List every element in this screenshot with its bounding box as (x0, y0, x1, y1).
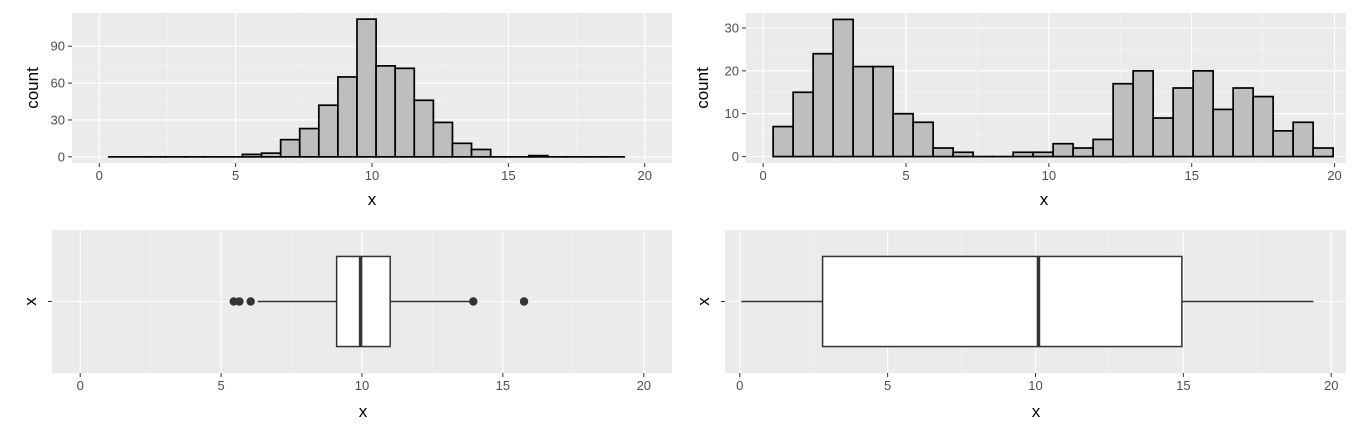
x-tick-label: 0 (736, 378, 743, 393)
histogram-bar (279, 138, 301, 158)
histogram-bar (1112, 82, 1134, 158)
x-axis-ticks: 0 5 10 15 20 (736, 373, 1338, 393)
histogram-bar (812, 52, 834, 158)
histogram-bar (1292, 121, 1314, 158)
outlier-point (519, 297, 529, 306)
histogram-bar (1092, 138, 1114, 158)
y-axis-ticks: 0 30 60 90 (51, 39, 72, 164)
x-tick-label: 20 (637, 378, 651, 393)
box-iqr (821, 255, 1183, 348)
histogram-bar (1312, 147, 1334, 158)
x-tick-label: 5 (217, 378, 224, 393)
histogram-bar (470, 148, 492, 158)
histogram-bar (1272, 130, 1294, 158)
histogram-bars (772, 18, 1334, 158)
x-tick-label: 0 (760, 168, 767, 183)
histogram-bar (1152, 117, 1174, 158)
histogram-bar (1232, 87, 1254, 158)
histogram-bar (1012, 151, 1034, 158)
histogram-bar (912, 121, 934, 158)
histogram-bar (260, 152, 282, 158)
histogram-right: 0 10 20 30 0 5 10 15 20 count x (693, 13, 1346, 209)
x-axis-title: x (1032, 402, 1041, 421)
boxplot-right: x 0 5 10 15 20 x (694, 230, 1346, 421)
x-tick-label: 10 (1042, 168, 1056, 183)
y-axis-ticks: 0 10 20 30 (725, 21, 746, 164)
histogram-bar (792, 91, 814, 158)
y-tick-label: 0 (58, 149, 65, 164)
x-tick-label: 5 (902, 168, 909, 183)
histogram-bar (394, 67, 416, 158)
histogram-bar (1212, 108, 1234, 158)
x-tick-label: 20 (1324, 378, 1338, 393)
x-axis-ticks: 0 5 10 15 20 (77, 373, 651, 393)
histogram-bar (1192, 70, 1214, 158)
x-tick-label: 5 (884, 378, 891, 393)
x-tick-label: 10 (355, 378, 369, 393)
y-tick-label: 30 (725, 21, 739, 36)
x-tick-label: 15 (501, 168, 515, 183)
x-tick-label: 10 (1028, 378, 1042, 393)
y-axis-title: count (693, 67, 712, 109)
histogram-bar (1052, 142, 1074, 158)
y-tick-label: 0 (732, 149, 739, 164)
histogram-bar (772, 125, 794, 158)
histogram-bar (413, 99, 435, 158)
y-tick-label: 90 (51, 39, 65, 54)
y-tick-label: 10 (725, 106, 739, 121)
x-axis-title: x (359, 402, 368, 421)
x-axis-ticks: 0 5 10 15 20 (760, 163, 1342, 183)
outlier-point (469, 297, 478, 306)
histogram-bar (1252, 95, 1274, 158)
y-axis-ticks: x (694, 297, 725, 306)
y-axis-ticks: x (21, 297, 52, 306)
histogram-bar (892, 112, 914, 158)
x-tick-label: 20 (1327, 168, 1341, 183)
x-axis-title: x (1040, 190, 1049, 209)
histogram-bar (1132, 70, 1154, 158)
histogram-bar (952, 151, 974, 158)
outlier-point (235, 297, 244, 306)
histogram-bar (432, 121, 454, 158)
histogram-bar (356, 18, 377, 158)
y-tick-label: x (21, 297, 40, 306)
histogram-bar (527, 154, 549, 158)
x-tick-label: 10 (365, 168, 379, 183)
histogram-bar (932, 147, 954, 158)
x-axis-ticks: 0 5 10 15 20 (96, 163, 652, 183)
histogram-bar (832, 18, 854, 158)
histogram-bar (317, 104, 339, 158)
x-tick-label: 15 (1184, 168, 1198, 183)
histogram-bar (1172, 87, 1194, 158)
histogram-bar (298, 127, 320, 158)
x-tick-label: 0 (77, 378, 84, 393)
box-iqr (335, 255, 391, 348)
x-axis-title: x (368, 190, 377, 209)
histogram-bar (375, 65, 397, 158)
x-tick-label: 15 (496, 378, 510, 393)
histogram-bar (1032, 151, 1054, 158)
x-tick-label: 0 (96, 168, 103, 183)
histogram-bars (107, 18, 626, 158)
boxplot-marks (741, 255, 1314, 348)
histogram-left: 0 30 60 90 0 5 10 15 20 count x (23, 13, 672, 209)
x-tick-label: 5 (232, 168, 239, 183)
histogram-bar (337, 76, 358, 158)
histogram-bar (451, 142, 473, 158)
y-tick-label: 60 (51, 76, 65, 91)
y-tick-label: x (694, 297, 713, 306)
outlier-point (246, 297, 255, 306)
x-tick-label: 20 (637, 168, 651, 183)
histogram-bar (241, 153, 263, 158)
histogram-bar (1072, 147, 1094, 158)
boxplot-marks (229, 255, 529, 348)
y-tick-label: 30 (51, 112, 65, 127)
histogram-bar (872, 65, 894, 158)
boxplot-left: x 0 5 10 15 20 x (21, 230, 672, 421)
x-tick-label: 15 (1176, 378, 1190, 393)
y-tick-label: 20 (725, 63, 739, 78)
y-axis-title: count (23, 67, 42, 109)
histogram-bar (852, 65, 874, 158)
